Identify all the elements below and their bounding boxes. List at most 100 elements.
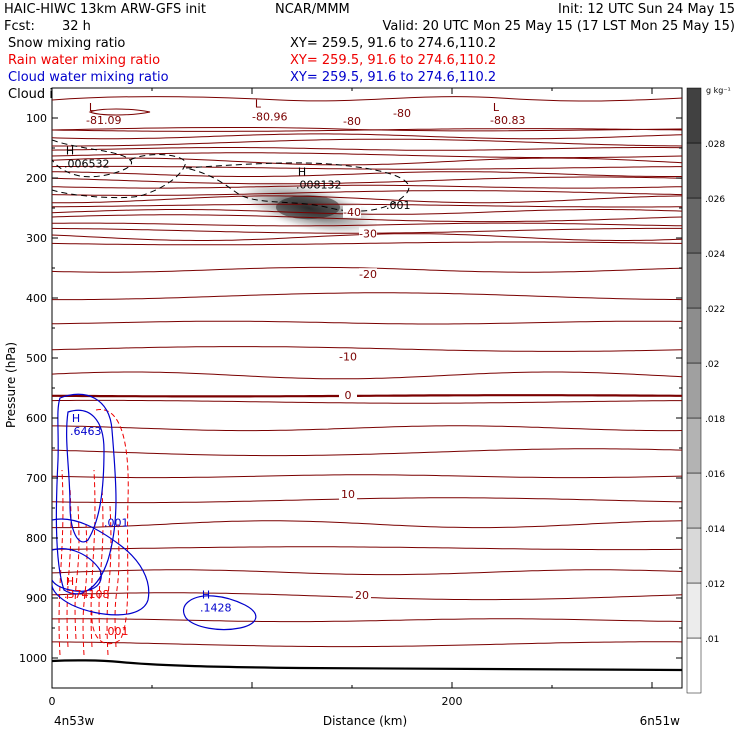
isotherm-label: 10 (341, 488, 355, 501)
rain-contour (114, 523, 120, 648)
field-name: Cloud water mixing ratio (8, 70, 169, 85)
isotherm (52, 474, 682, 479)
isotherm (52, 320, 682, 325)
isotherm-label-bg (343, 205, 361, 218)
isotherm-label: -10 (339, 350, 357, 363)
cloud-ice-contours (52, 139, 410, 212)
isotherm (52, 184, 682, 189)
pressure-tick-label: 900 (26, 592, 47, 605)
field-xy-range: XY= 259.5, 91.6 to 274.6,110.2 (290, 70, 496, 85)
extremum-mark: L (493, 101, 500, 114)
colorbar-tick-label: .01 (705, 635, 719, 645)
extremum-mark: H (66, 144, 74, 157)
colorbar-segment (686, 252, 702, 309)
isotherm (52, 292, 682, 301)
isotherm (52, 190, 682, 196)
isotherm (52, 147, 682, 151)
colorbar-tick-label: .014 (705, 525, 725, 535)
isotherm (52, 641, 682, 648)
field-xy-range: XY= 259.5, 91.6 to 274.6,110.2 (290, 53, 496, 68)
isotherm-label-bg (359, 227, 377, 240)
figure-header: HAIC-HIWC 13km ARW-GFS init NCAR/MMM Ini… (4, 2, 735, 102)
x-end-location: 6n51w (640, 714, 681, 728)
extremum-value: .008132 (296, 178, 342, 191)
colorbar-segment (686, 472, 702, 529)
extremum-mark: L (255, 98, 262, 111)
colorbar-segment (686, 637, 702, 694)
contour-value-label: .001 (386, 199, 411, 212)
extremum-mark: H (298, 165, 306, 178)
colorbar-tick-label: .026 (705, 195, 725, 205)
isotherm (52, 203, 682, 208)
isotherm (52, 209, 682, 215)
colorbar-segment (686, 582, 702, 639)
isotherm (52, 157, 682, 166)
cloud-water-contour (182, 595, 257, 631)
isotherm-label-bg (339, 350, 357, 363)
pressure-tick-label: 400 (26, 292, 47, 305)
isotherm (52, 214, 682, 223)
extremum-mark: H (66, 575, 74, 588)
rain-contours (58, 409, 129, 656)
isotherm (52, 546, 682, 551)
isotherm-label: -80 (393, 107, 411, 120)
isotherm (52, 176, 682, 185)
isotherm (52, 425, 682, 432)
pressure-tick-label: 500 (26, 352, 47, 365)
freezing-level-isotherm (52, 394, 682, 398)
isotherm-label: -30 (359, 227, 377, 240)
isotherm (52, 133, 682, 140)
distance-tick-label: 200 (442, 695, 463, 708)
extremum-value: .6463 (70, 425, 102, 438)
isotherm-label-bg (339, 487, 357, 500)
extremum-mark: H (202, 588, 210, 601)
pressure-tick-label: 800 (26, 532, 47, 545)
rain-contour (91, 409, 129, 645)
pressure-tick-label: 200 (26, 172, 47, 185)
rain-contour (82, 523, 88, 656)
rain-contour (58, 469, 64, 656)
isotherm (52, 520, 682, 529)
isotherm (52, 371, 682, 380)
isotherm-label: -40 (343, 206, 361, 219)
isotherm-top (52, 96, 682, 102)
snow-mixing-ratio-core (276, 195, 340, 220)
field-name: Rain water mixing ratio (8, 53, 160, 68)
terrain-line (52, 659, 682, 672)
isotherm-label: -80 (343, 115, 361, 128)
colorbar-segment (686, 142, 702, 199)
colorbar-tick-label: .024 (705, 250, 725, 260)
distance-tick-label: 0 (49, 695, 56, 708)
isotherm (52, 569, 682, 576)
field-name: Snow mixing ratio (8, 36, 125, 51)
pressure-tick-label: 600 (26, 412, 47, 425)
extremum-value: -80.83 (490, 114, 525, 127)
isotherm (52, 618, 682, 623)
isotherm (52, 346, 682, 352)
cloud-ice-contour (185, 162, 410, 212)
x-start-location: 4n53w (54, 714, 95, 728)
x-axis-title: Distance (km) (323, 714, 407, 728)
extremum-mark: L (89, 101, 96, 114)
colorbar-tick-label: .018 (705, 415, 725, 425)
y-axis-title: Pressure (hPa) (4, 342, 18, 428)
cloud-water-contour (66, 409, 105, 543)
colorbar-segment (686, 87, 702, 144)
colorbar-segment (686, 417, 702, 474)
isotherm-label-bg (339, 388, 357, 401)
colorbar-segment (686, 307, 702, 364)
field-xy-range: XY= 259.5, 91.6 to 274.6,110.2 (290, 36, 496, 51)
extremum-value: .1428 (200, 601, 232, 614)
distance-axis: 0 200 (49, 88, 653, 708)
cloud-water-contour (52, 548, 102, 592)
colorbar-tick-label: .02 (705, 360, 719, 370)
isotherm (52, 448, 682, 457)
contour-value-label: .001 (104, 625, 129, 638)
isotherm-label-bg (343, 115, 361, 128)
isotherm-label: 20 (355, 589, 369, 602)
isotherm (52, 497, 682, 504)
isotherm-label-bg (353, 589, 371, 602)
cloud-water-contour (52, 518, 150, 616)
